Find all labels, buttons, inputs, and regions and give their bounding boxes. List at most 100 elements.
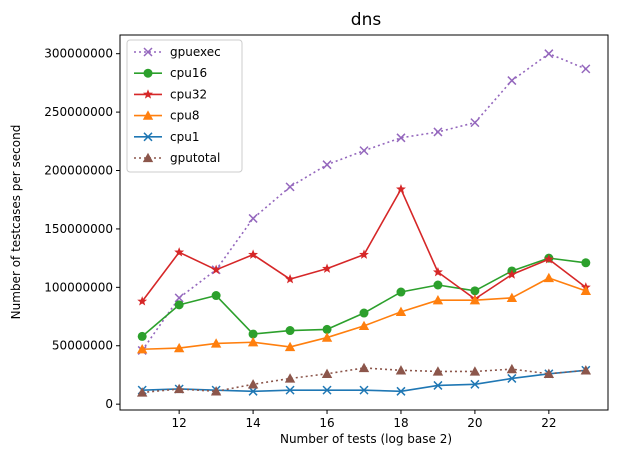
- data-point-cpu8: [580, 285, 592, 296]
- data-point-cpu16: [248, 329, 258, 339]
- data-point-gpuexec: [433, 127, 443, 137]
- x-tick-label: 22: [541, 416, 556, 430]
- data-point-cpu8: [136, 344, 148, 354]
- legend-marker-gpuexec: [143, 47, 153, 57]
- data-point-gpuexec: [174, 293, 184, 303]
- data-point-gputotal: [543, 368, 555, 378]
- legend-label-cpu32: cpu32: [170, 87, 207, 101]
- data-point-cpu8: [173, 342, 185, 353]
- data-point-gputotal: [432, 366, 444, 376]
- data-point-cpu16: [470, 286, 480, 296]
- data-point-cpu8: [506, 292, 518, 303]
- data-point-cpu1: [433, 380, 443, 390]
- x-axis-label: Number of tests (log base 2): [280, 432, 452, 446]
- data-point-cpu32: [211, 264, 222, 275]
- data-point-cpu16: [359, 308, 369, 318]
- legend-label-gpuexec: gpuexec: [170, 45, 221, 59]
- series-layer: [136, 49, 592, 397]
- data-point-gpuexec: [322, 160, 332, 170]
- series-cpu32: [137, 184, 591, 306]
- data-point-cpu32: [285, 273, 296, 284]
- data-point-gputotal: [284, 373, 296, 383]
- data-point-cpu16: [581, 258, 591, 268]
- y-tick-label: 300000000: [44, 47, 113, 61]
- data-point-gpuexec: [396, 133, 406, 143]
- data-point-gpuexec: [248, 213, 258, 223]
- data-point-cpu16: [137, 331, 147, 341]
- data-point-gputotal: [173, 383, 185, 394]
- data-point-cpu8: [210, 338, 222, 348]
- y-axis: 0 50000000 100000000 150000000 200000000 2500…: [44, 47, 120, 411]
- legend-label-gputotal: gputotal: [170, 151, 220, 165]
- legend-label-cpu1: cpu1: [170, 130, 199, 144]
- data-point-cpu1: [322, 385, 332, 395]
- data-point-gputotal: [321, 368, 333, 378]
- data-point-cpu16: [211, 291, 221, 301]
- series-line-cpu32: [141, 188, 587, 302]
- data-point-gputotal: [358, 362, 370, 373]
- legend-marker-gputotal: [142, 152, 154, 163]
- data-point-cpu1: [248, 386, 258, 396]
- data-point-gpuexec: [285, 182, 295, 192]
- data-point-cpu16: [396, 287, 406, 297]
- data-point-cpu32: [359, 249, 369, 259]
- data-point-cpu8: [469, 294, 481, 305]
- series-cpu8: [136, 272, 592, 354]
- data-point-cpu32: [432, 266, 443, 277]
- data-point-cpu1: [396, 386, 406, 396]
- data-point-gputotal: [469, 366, 481, 376]
- data-point-cpu1: [470, 379, 480, 389]
- y-tick-label: 0: [105, 397, 113, 411]
- data-point-gputotal: [580, 365, 592, 375]
- data-point-cpu32: [396, 184, 406, 194]
- x-tick-label: 18: [393, 416, 408, 430]
- data-point-gputotal: [210, 386, 222, 396]
- legend-label-cpu8: cpu8: [170, 109, 199, 123]
- data-point-cpu1: [285, 385, 295, 395]
- legend-label-cpu16: cpu16: [170, 66, 207, 80]
- data-point-cpu16: [285, 326, 295, 336]
- legend-marker-cpu32: [143, 89, 153, 99]
- x-tick-label: 14: [245, 416, 260, 430]
- data-point-cpu32: [137, 296, 148, 306]
- y-tick-label: 150000000: [44, 222, 113, 236]
- data-point-cpu1: [359, 385, 369, 395]
- data-point-gpuexec: [470, 118, 480, 128]
- series-gputotal: [136, 362, 592, 397]
- legend: gpuexec cpu16 cpu32 cpu8 cpu1 gputotal: [126, 39, 243, 173]
- data-point-gputotal: [136, 387, 148, 397]
- x-tick-label: 12: [172, 416, 187, 430]
- data-point-gputotal: [247, 379, 259, 389]
- y-tick-label: 50000000: [52, 339, 113, 353]
- data-point-gpuexec: [359, 146, 369, 156]
- data-point-cpu32: [248, 249, 259, 259]
- data-point-cpu32: [543, 254, 554, 264]
- data-point-cpu32: [506, 269, 517, 279]
- x-tick-label: 20: [467, 416, 482, 430]
- legend-marker-cpu16: [143, 68, 153, 78]
- data-point-cpu16: [322, 324, 332, 334]
- data-point-gputotal: [395, 365, 407, 375]
- data-point-cpu8: [395, 306, 407, 317]
- data-point-gputotal: [506, 363, 518, 374]
- data-point-cpu16: [174, 300, 184, 310]
- data-point-cpu32: [174, 247, 185, 257]
- data-point-cpu16: [433, 280, 443, 290]
- data-point-cpu8: [247, 337, 259, 347]
- data-point-gpuexec: [581, 64, 591, 74]
- chart-title: dns: [351, 10, 382, 30]
- data-point-gpuexec: [507, 76, 517, 86]
- data-point-cpu8: [432, 294, 444, 305]
- plot-frame: [119, 34, 609, 411]
- legend-marker-cpu1: [143, 132, 153, 142]
- data-point-cpu8: [358, 320, 370, 331]
- data-point-cpu1: [507, 373, 517, 383]
- series-line-cpu1: [142, 369, 586, 393]
- legend-marker-cpu8: [142, 110, 154, 120]
- data-point-gpuexec: [544, 49, 554, 59]
- x-tick-label: 16: [319, 416, 334, 430]
- y-tick-label: 250000000: [44, 105, 113, 119]
- y-tick-label: 100000000: [44, 280, 113, 294]
- data-point-cpu8: [321, 332, 333, 342]
